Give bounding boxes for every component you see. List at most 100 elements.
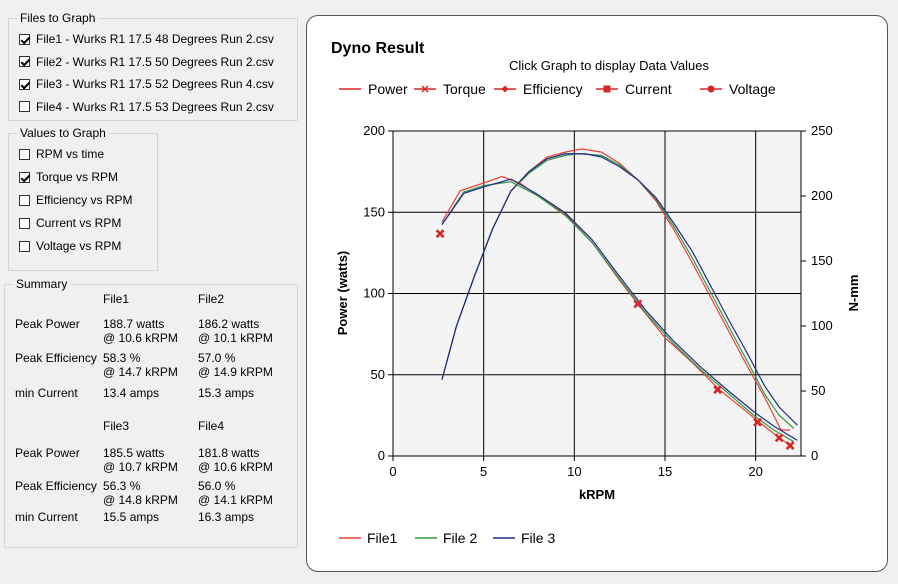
summary-group: Summary File1 File2 Peak Power 188.7 wat… (4, 277, 298, 548)
checkbox-unchecked[interactable] (19, 240, 30, 252)
legend-label: Voltage (729, 81, 776, 97)
bottom-legend-item: File 2 (415, 530, 477, 546)
circle-marker-icon (707, 85, 715, 93)
torque-marker-stroke (435, 229, 445, 239)
y2-tick-label: 200 (811, 188, 833, 203)
diamond-marker-icon (501, 85, 509, 93)
y2-tick-label: 150 (811, 253, 833, 268)
summary-row-label: min Current (15, 510, 78, 524)
file-option-1[interactable]: File1 - Wurks R1 17.5 48 Degrees Run 2.c… (19, 30, 274, 48)
y-tick-label: 0 (378, 448, 385, 463)
file-option-label: File2 - Wurks R1 17.5 50 Degrees Run 2.c… (36, 54, 274, 69)
dyno-chart[interactable]: Dyno Result Click Graph to display Data … (307, 16, 887, 571)
y-axis-label: Power (watts) (335, 251, 350, 336)
value-option-3[interactable]: Efficiency vs RPM (19, 191, 132, 209)
summary-value: 181.8 watts (198, 446, 260, 460)
summary-value: 186.2 watts (198, 317, 260, 331)
legend-item-torque: Torque (414, 81, 486, 97)
summary-title: Summary (13, 277, 71, 291)
x-marker-icon (421, 85, 429, 93)
torque-marker (435, 229, 445, 239)
chart-title: Dyno Result (331, 40, 425, 57)
torque-marker-stroke (753, 417, 762, 427)
legend-label: Current (625, 81, 672, 97)
top-legend: Power Torque Efficiency Current Voltage (339, 81, 776, 97)
summary-col-header: File1 (103, 292, 130, 306)
torque-marker-stroke (633, 299, 643, 309)
torque-marker-stroke (713, 385, 723, 395)
summary-value: 15.3 amps (198, 386, 255, 400)
summary-value: @ 14.7 kRPM (103, 365, 178, 379)
y2-tick-label: 250 (811, 123, 833, 138)
file-option-label: File4 - Wurks R1 17.5 53 Degrees Run 2.c… (36, 99, 274, 114)
summary-value: 56.3 % (103, 479, 141, 493)
y-tick-label: 50 (371, 367, 385, 382)
summary-row-label: Peak Efficiency (15, 479, 97, 493)
summary-row-label: Peak Efficiency (15, 351, 97, 365)
value-option-label: Current vs RPM (36, 216, 122, 230)
square-marker-icon (603, 85, 611, 93)
y-tick-label: 100 (363, 286, 385, 301)
summary-row-label: min Current (15, 386, 78, 400)
summary-value: @ 10.6 kRPM (103, 331, 178, 345)
checkbox-unchecked[interactable] (19, 194, 30, 206)
summary-value: @ 10.7 kRPM (103, 460, 178, 474)
torque-line (441, 178, 798, 441)
y-tick-label: 150 (363, 204, 385, 219)
checkbox-unchecked[interactable] (19, 101, 30, 112)
checkbox-checked[interactable] (19, 171, 30, 183)
summary-value: 13.4 amps (103, 386, 160, 400)
summary-col-header: File3 (103, 419, 130, 433)
values-group-title: Values to Graph (17, 126, 109, 140)
value-option-5[interactable]: Voltage vs RPM (19, 237, 121, 255)
legend-item-efficiency: Efficiency (494, 81, 583, 97)
summary-value: 57.0 % (198, 351, 236, 365)
chart-subtitle: Click Graph to display Data Values (509, 58, 709, 73)
legend-label: File 3 (521, 530, 555, 546)
value-option-2[interactable]: Torque vs RPM (19, 168, 118, 186)
legend-label: Torque (443, 81, 486, 97)
files-to-graph-group: Files to Graph File1 - Wurks R1 17.5 48 … (8, 11, 298, 121)
y2-tick-label: 0 (811, 448, 818, 463)
torque-marker-stroke (774, 433, 784, 443)
summary-value: 16.3 amps (198, 510, 255, 524)
file-option-label: File1 - Wurks R1 17.5 48 Degrees Run 2.c… (36, 32, 274, 46)
series-layer (435, 148, 798, 451)
summary-col-header: File4 (198, 419, 225, 433)
checkbox-checked[interactable] (19, 56, 30, 67)
legend-item-voltage: Voltage (700, 81, 776, 97)
file-option-label: File3 - Wurks R1 17.5 52 Degrees Run 4.c… (36, 77, 274, 91)
summary-value: 56.0 % (198, 479, 236, 493)
file-option-2[interactable]: File2 - Wurks R1 17.5 50 Degrees Run 2.c… (19, 53, 274, 71)
checkbox-unchecked[interactable] (19, 148, 30, 160)
summary-value: @ 14.1 kRPM (198, 493, 273, 507)
torque-marker-stroke (785, 441, 795, 451)
x-axis-label: kRPM (579, 487, 615, 502)
checkbox-checked[interactable] (19, 33, 30, 45)
summary-value: @ 10.1 kRPM (198, 331, 273, 345)
checkbox-checked[interactable] (19, 78, 30, 90)
chart-panel[interactable]: Dyno Result Click Graph to display Data … (306, 15, 888, 572)
torque-marker (753, 417, 762, 427)
y2-axis-label: N-mm (846, 275, 861, 312)
x-tick-label: 20 (748, 464, 762, 479)
file-option-4[interactable]: File4 - Wurks R1 17.5 53 Degrees Run 2.c… (19, 98, 274, 116)
legend-item-power: Power (339, 81, 408, 97)
value-option-1[interactable]: RPM vs time (19, 145, 104, 163)
value-option-4[interactable]: Current vs RPM (19, 214, 121, 232)
value-option-label: RPM vs time (36, 147, 105, 161)
summary-value: 188.7 watts (103, 317, 165, 331)
x-tick-label: 10 (567, 464, 581, 479)
bottom-legend: File1 File 2 File 3 (339, 530, 555, 546)
torque-line (441, 175, 791, 447)
summary-row-label: Peak Power (15, 446, 80, 460)
checkbox-unchecked[interactable] (19, 217, 30, 229)
summary-value: 15.5 amps (103, 510, 160, 524)
value-option-label: Torque vs RPM (36, 170, 119, 184)
legend-label: File1 (367, 530, 398, 546)
torque-marker (785, 441, 795, 451)
y2-tick-label: 50 (811, 383, 825, 398)
file-option-3[interactable]: File3 - Wurks R1 17.5 52 Degrees Run 4.c… (19, 75, 274, 93)
x-tick-label: 0 (389, 464, 396, 479)
